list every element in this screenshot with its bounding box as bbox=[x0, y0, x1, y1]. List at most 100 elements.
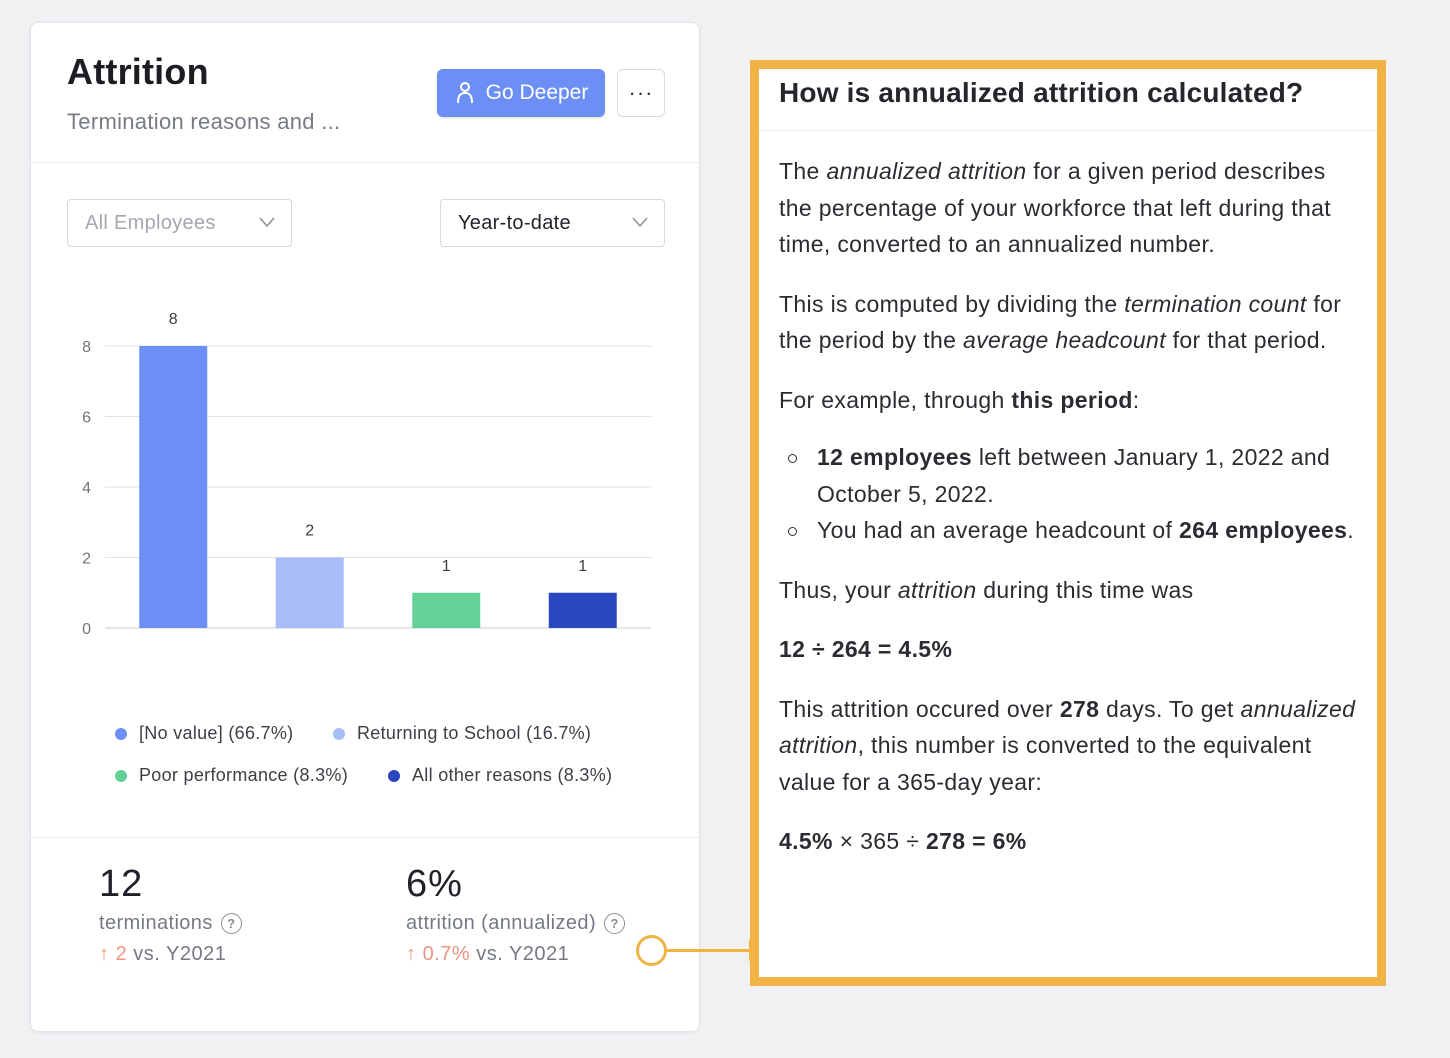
legend-item[interactable]: Poor performance (8.3%) bbox=[115, 765, 348, 786]
legend-dot bbox=[333, 727, 345, 740]
arrow-up-icon: ↑ bbox=[406, 943, 417, 965]
employee-filter-select[interactable]: All Employees bbox=[67, 199, 292, 247]
bar bbox=[139, 346, 208, 628]
formula-annualized: 4.5% × 365 ÷ 278 = 6% bbox=[779, 823, 1363, 860]
text: , this number is converted to the equiva… bbox=[779, 732, 1312, 795]
list-item: 12 employees left between January 1, 202… bbox=[779, 439, 1363, 512]
text: for the period by the bbox=[779, 290, 1342, 354]
text-emphasis: termination count bbox=[1124, 290, 1307, 317]
legend-label: All other reasons (8.3%) bbox=[412, 765, 613, 785]
chevron-down-icon bbox=[259, 217, 275, 228]
y-tick-label: 2 bbox=[82, 551, 91, 568]
go-deeper-button[interactable]: Go Deeper bbox=[437, 69, 605, 117]
bar bbox=[548, 592, 617, 628]
bar-value-label: 1 bbox=[578, 558, 587, 575]
legend-dot bbox=[388, 769, 400, 782]
text: : bbox=[1132, 386, 1140, 413]
card-title: Attrition bbox=[67, 51, 209, 92]
legend-item[interactable]: [No value] (66.7%) bbox=[115, 723, 293, 744]
legend-label: Returning to School (16.7%) bbox=[357, 723, 592, 743]
terminations-change: ↑ 2 vs. Y2021 bbox=[99, 943, 242, 966]
card-header: Attrition Termination reasons and ... Go… bbox=[31, 23, 699, 163]
employee-filter-value: All Employees bbox=[85, 211, 216, 234]
text-strong: this period bbox=[1011, 386, 1133, 413]
text: Thus, your bbox=[779, 576, 898, 603]
terminations-stat: 12 terminations ? ↑ 2 vs. Y2021 bbox=[99, 863, 242, 966]
attrition-label: attrition (annualized) bbox=[406, 912, 597, 934]
text: This attrition occured over bbox=[779, 695, 1060, 722]
terminations-label-row: terminations ? bbox=[99, 912, 242, 935]
example-list: 12 employees left between January 1, 202… bbox=[779, 439, 1363, 549]
text-emphasis: average headcount bbox=[963, 327, 1166, 353]
legend-item[interactable]: All other reasons (8.3%) bbox=[388, 765, 612, 786]
terminations-label: terminations bbox=[99, 912, 213, 934]
legend-dot bbox=[115, 727, 127, 740]
text-emphasis: annualized attrition bbox=[826, 158, 1027, 184]
bar bbox=[275, 557, 344, 628]
text-strong: = 6% bbox=[965, 828, 1027, 854]
more-options-button[interactable]: ··· bbox=[617, 69, 665, 117]
text: during this time was bbox=[976, 576, 1194, 603]
text-strong: 278 bbox=[925, 828, 966, 854]
help-icon[interactable]: ? bbox=[220, 913, 242, 934]
go-deeper-label: Go Deeper bbox=[485, 81, 589, 104]
text-emphasis: attrition bbox=[897, 576, 977, 603]
stats-divider bbox=[31, 837, 699, 838]
text: . bbox=[1347, 517, 1355, 543]
text: left between January 1, 2022 and October… bbox=[817, 444, 1331, 507]
legend-dot bbox=[115, 769, 127, 782]
panel-header: How is annualized attrition calculated? bbox=[759, 69, 1377, 131]
attrition-label-row: attrition (annualized) ? bbox=[406, 912, 626, 935]
text-strong: 4.5% bbox=[779, 828, 833, 854]
attrition-compare: vs. Y2021 bbox=[470, 943, 570, 965]
text-strong: 264 employees bbox=[1179, 517, 1348, 543]
bar bbox=[412, 592, 481, 628]
y-tick-label: 0 bbox=[82, 621, 91, 638]
person-icon bbox=[456, 82, 473, 104]
period-filter-select[interactable]: Year-to-date bbox=[440, 199, 665, 247]
chevron-down-icon bbox=[632, 217, 648, 228]
text-strong: 12 employees bbox=[817, 444, 973, 470]
y-tick-label: 4 bbox=[82, 480, 91, 497]
terminations-change-value: 2 bbox=[115, 943, 128, 965]
attrition-explanation-panel: How is annualized attrition calculated? … bbox=[750, 60, 1386, 986]
bar-value-label: 1 bbox=[442, 558, 451, 575]
arrow-up-icon: ↑ bbox=[99, 943, 110, 965]
text: × 365 ÷ bbox=[832, 828, 926, 854]
terminations-compare: vs. Y2021 bbox=[127, 943, 227, 965]
callout-arrow-line bbox=[667, 949, 753, 952]
bar-value-label: 2 bbox=[305, 523, 314, 540]
help-icon[interactable]: ? bbox=[604, 913, 626, 934]
text: This is computed by dividing the bbox=[779, 290, 1125, 317]
paragraph-result: Thus, your attrition during this time wa… bbox=[779, 572, 1363, 609]
paragraph-example: For example, through this period: bbox=[779, 382, 1363, 419]
attrition-stat: 6% attrition (annualized) ? ↑ 0.7% vs. Y… bbox=[406, 863, 626, 966]
legend-label: Poor performance (8.3%) bbox=[139, 765, 348, 785]
text-strong: 278 bbox=[1059, 695, 1100, 722]
text: days. To get bbox=[1099, 695, 1241, 722]
highlight-circle bbox=[636, 935, 667, 966]
period-filter-value: Year-to-date bbox=[458, 211, 571, 234]
terminations-value: 12 bbox=[99, 863, 144, 905]
legend-item[interactable]: Returning to School (16.7%) bbox=[333, 723, 591, 744]
text: for that period. bbox=[1165, 327, 1327, 353]
panel-title: How is annualized attrition calculated? bbox=[779, 77, 1304, 108]
text: The bbox=[779, 158, 827, 184]
y-tick-label: 8 bbox=[82, 339, 91, 356]
card-subtitle: Termination reasons and ... bbox=[67, 109, 341, 134]
text: For example, through bbox=[779, 386, 1012, 413]
paragraph-computation: This is computed by dividing the termina… bbox=[779, 286, 1363, 359]
paragraph-annualize: This attrition occured over 278 days. To… bbox=[779, 691, 1363, 801]
bar-value-label: 8 bbox=[169, 311, 178, 328]
text: for a given period describes the percent… bbox=[779, 158, 1332, 257]
attrition-card: Attrition Termination reasons and ... Go… bbox=[30, 22, 775, 1032]
formula-attrition: 12 ÷ 264 = 4.5% bbox=[779, 636, 953, 662]
paragraph-definition: The annualized attrition for a given per… bbox=[779, 153, 1363, 263]
attrition-value: 6% bbox=[406, 863, 463, 905]
text: You had an average headcount of bbox=[817, 517, 1180, 543]
attrition-change: ↑ 0.7% vs. Y2021 bbox=[406, 943, 625, 966]
attrition-change-value: 0.7% bbox=[422, 943, 471, 965]
list-item: You had an average headcount of 264 empl… bbox=[779, 512, 1363, 549]
y-tick-label: 6 bbox=[82, 410, 91, 427]
panel-body: The annualized attrition for a given per… bbox=[759, 131, 1377, 860]
